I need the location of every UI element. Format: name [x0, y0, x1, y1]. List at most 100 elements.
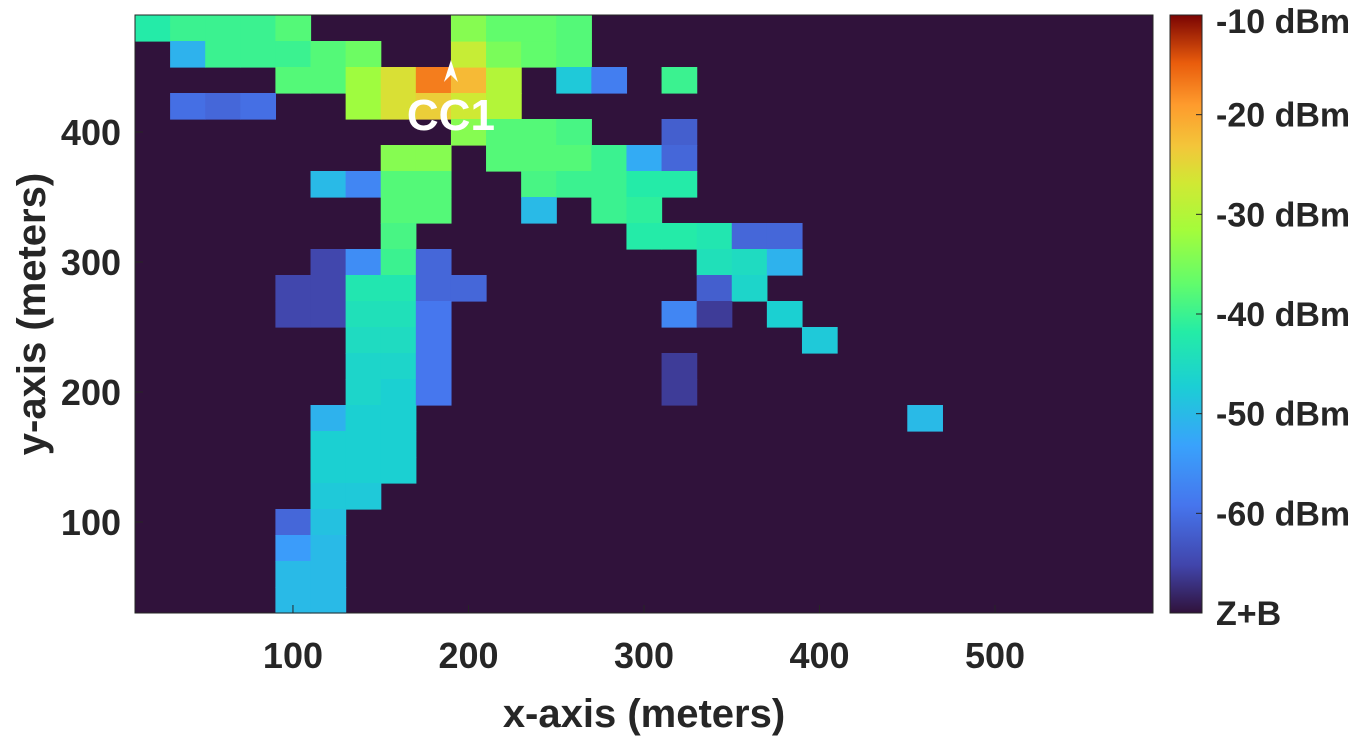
y-tick-label: 200 [61, 372, 121, 413]
heatmap-cell [275, 509, 312, 536]
heatmap-cell [696, 223, 733, 250]
heatmap-cell [310, 301, 347, 328]
annotation-label: CC1 [407, 91, 495, 140]
colorbar-tick-label: -20 dBm [1216, 97, 1350, 135]
heatmap-cell [380, 353, 417, 380]
x-tick-label: 400 [789, 635, 849, 676]
heatmap-cell [661, 353, 698, 380]
heatmap-cell [205, 41, 241, 68]
heatmap-cell [591, 171, 628, 198]
heatmap-cell [345, 67, 382, 94]
heatmap-cell [415, 327, 452, 354]
heatmap-cell [310, 275, 347, 302]
heatmap-cell [486, 15, 522, 42]
heatmap-cell [275, 15, 312, 42]
arrow-up-icon [443, 60, 458, 82]
heatmap-cell [450, 275, 487, 302]
heatmap-cell [766, 223, 803, 250]
heatmap-cell [907, 405, 943, 432]
heatmap-cell [345, 171, 382, 198]
heatmap-cell [345, 405, 382, 432]
heatmap-cell [626, 223, 663, 250]
heatmap-cell [310, 483, 347, 510]
x-tick-label: 300 [614, 635, 674, 676]
heatmap-cell [556, 171, 592, 198]
x-tick-label: 200 [438, 635, 498, 676]
heatmap-cell [591, 197, 628, 224]
colorbar-tick-label: -60 dBm [1216, 495, 1350, 533]
heatmap-cell [415, 249, 452, 276]
heatmap-cell [345, 275, 382, 302]
heatmap-cell [275, 275, 312, 302]
heatmap-cell [731, 223, 768, 250]
colorbar-ticks: -10 dBm -20 dBm -30 dBm -40 dBm -50 dBm -60 d… [1196, 3, 1350, 633]
colorbar-tick-label: Z+B [1216, 595, 1281, 633]
heatmap-cell [205, 15, 241, 42]
heatmap-cell [170, 41, 206, 68]
heatmap-cell [661, 223, 698, 250]
heatmap-cell [521, 119, 557, 146]
heatmap-cell [345, 93, 382, 120]
heatmap-cell [345, 327, 382, 354]
heatmap-cell [696, 301, 733, 328]
heatmap-cell [415, 379, 452, 406]
heatmap-cell [521, 171, 557, 198]
heatmap-cell [380, 327, 417, 354]
heatmap-cell [380, 379, 417, 406]
heatmap-cell [240, 93, 277, 120]
heatmap-cell [450, 41, 487, 68]
heatmap-cell [486, 41, 522, 68]
heatmap-cell [310, 457, 347, 484]
heatmap-cell [626, 145, 663, 172]
heatmap-cell [380, 197, 417, 224]
heatmap-cell [415, 197, 452, 224]
heatmap-cell [310, 171, 347, 198]
heatmap-cell [415, 353, 452, 380]
heatmap-cell [345, 41, 382, 68]
y-axis-ticks: 100 200 300 400 [61, 112, 143, 543]
heatmap-cell [170, 15, 206, 42]
heatmap-cell [696, 249, 733, 276]
heatmap-cell [380, 457, 417, 484]
heatmap-cell [521, 145, 557, 172]
y-tick-label: 100 [61, 502, 121, 543]
heatmap-cell [696, 275, 733, 302]
x-axis-ticks: 100 200 300 400 500 [263, 605, 1025, 676]
heatmap-cell [415, 171, 452, 198]
heatmap-cell [556, 119, 592, 146]
heatmap-cell [486, 67, 522, 94]
heatmap-cell [661, 145, 698, 172]
heatmap-cell [661, 379, 698, 406]
heatmap-cell [380, 67, 417, 94]
heatmap-cell [415, 145, 452, 172]
heatmap-cell [380, 249, 417, 276]
y-tick-label: 400 [61, 112, 121, 153]
heatmap-cell [661, 67, 698, 94]
heatmap-cell [275, 561, 312, 588]
heatmap-cell [205, 93, 241, 120]
colorbar-tick-label: -50 dBm [1216, 396, 1350, 434]
heatmap-cell [766, 301, 803, 328]
colorbar-tick-label: -10 dBm [1216, 3, 1350, 41]
heatmap-cell [345, 249, 382, 276]
heatmap-cell [380, 93, 417, 120]
heatmap-cell [310, 249, 347, 276]
heatmap-cell [240, 15, 277, 42]
colorbar-tick-label: -30 dBm [1216, 196, 1350, 234]
heatmap-cell [380, 223, 417, 250]
heatmap-cell [275, 67, 312, 94]
heatmap-cell [310, 67, 347, 94]
x-axis-label: x-axis (meters) [503, 692, 785, 736]
x-tick-label: 500 [965, 635, 1025, 676]
heatmap-cell [556, 41, 592, 68]
heatmap-cell [275, 535, 312, 562]
heatmap-cell [345, 379, 382, 406]
heatmap-cell [521, 41, 557, 68]
heatmap-cell [345, 353, 382, 380]
heatmap-cell [380, 275, 417, 302]
heatmap-cell [380, 301, 417, 328]
heatmap-cell [521, 197, 557, 224]
heatmap-cell [170, 93, 206, 120]
heatmap-cell [661, 171, 698, 198]
